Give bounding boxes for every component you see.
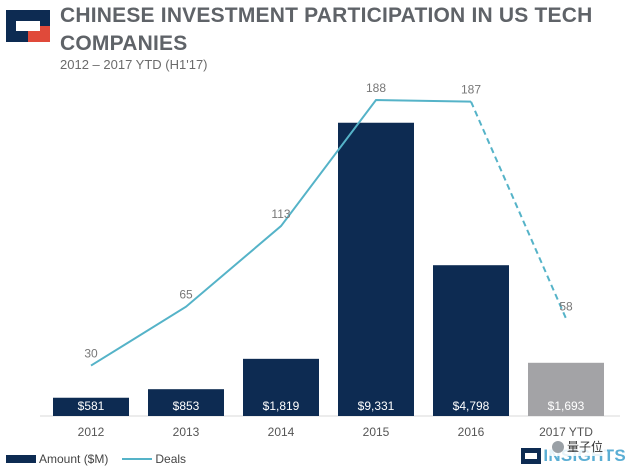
bar-value-label: $1,693 <box>548 399 585 413</box>
legend-deals-label: Deals <box>155 452 187 466</box>
bar-2017-ytd <box>528 362 604 416</box>
x-tick-label: 2013 <box>173 425 200 439</box>
watermark-text: 量子位 <box>567 440 604 454</box>
watermark: 量子位 <box>548 437 608 456</box>
x-tick-label: 2015 <box>363 425 390 439</box>
bar-value-label: $1,819 <box>263 399 300 413</box>
deal-count-label: 58 <box>559 300 573 314</box>
cb-insights-logo <box>6 10 50 42</box>
legend-deals-swatch <box>122 458 153 460</box>
bar-2012 <box>53 397 129 416</box>
deal-count-label: 187 <box>461 83 481 97</box>
bar-value-label: $581 <box>78 399 105 413</box>
watermark-icon <box>552 440 564 453</box>
bar-value-label: $9,331 <box>358 399 395 413</box>
legend: Amount ($M) Deals <box>6 452 186 466</box>
bar-2014 <box>243 358 319 416</box>
bar-2013 <box>148 389 224 416</box>
deal-count-label: 113 <box>271 207 290 221</box>
deal-count-label: 30 <box>84 347 98 361</box>
x-tick-label: 2014 <box>268 425 295 439</box>
x-tick-label: 2017 YTD <box>539 425 593 439</box>
deal-count-label: 188 <box>366 81 386 95</box>
legend-amount-swatch <box>6 455 36 463</box>
cb-mark-icon <box>521 448 542 464</box>
deals-series: 30 65 113 188 187 58 <box>84 81 573 367</box>
x-tick-label: 2016 <box>458 425 485 439</box>
legend-amount-label: Amount ($M) <box>39 452 109 466</box>
x-tick-labels: 2012 2013 2014 2015 2016 2017 YTD <box>78 425 594 439</box>
deals-line <box>90 98 472 367</box>
x-tick-label: 2012 <box>78 425 105 439</box>
chart-subtitle: 2012 – 2017 YTD (H1'17) <box>60 57 208 72</box>
bar-value-label: $853 <box>173 399 200 413</box>
bar-value-label: $4,798 <box>453 399 490 413</box>
bar-series: $581 $853 $1,819 $9,331 $4,798 $1,693 <box>53 122 604 417</box>
bar-2016 <box>433 265 509 416</box>
chart-title: CHINESE INVESTMENT PARTICIPATION IN US T… <box>60 4 593 55</box>
bar-2015 <box>338 122 414 417</box>
deal-count-label: 65 <box>179 288 193 302</box>
